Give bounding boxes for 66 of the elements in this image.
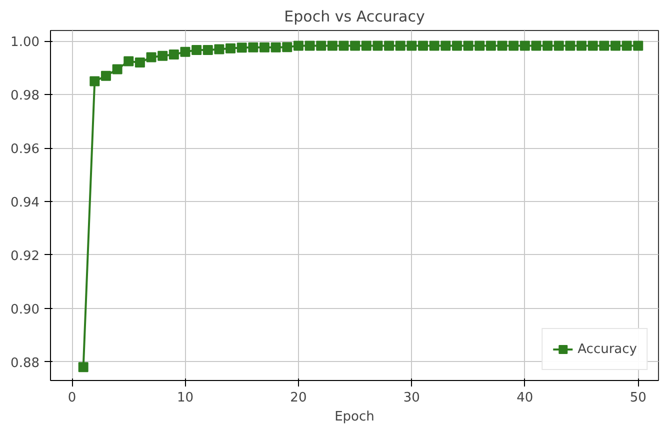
point bbox=[554, 40, 564, 51]
y-tick-label: 0.98 bbox=[10, 88, 40, 104]
x-tick-label: 50 bbox=[630, 390, 646, 406]
y-tick-label: 0.94 bbox=[10, 195, 40, 210]
chart-title: Epoch vs Accuracy bbox=[284, 8, 425, 26]
point bbox=[214, 44, 224, 54]
point bbox=[531, 40, 542, 51]
point bbox=[633, 40, 644, 51]
point bbox=[429, 40, 440, 51]
point bbox=[395, 40, 406, 51]
point bbox=[520, 40, 530, 51]
point bbox=[599, 40, 610, 51]
point bbox=[134, 58, 145, 68]
x-tick-label: 0 bbox=[68, 390, 76, 406]
point bbox=[282, 42, 292, 52]
x-tick-label: 10 bbox=[176, 390, 194, 406]
point bbox=[384, 40, 394, 51]
point bbox=[327, 40, 338, 51]
y-tick-label: 0.92 bbox=[10, 248, 40, 264]
point bbox=[588, 40, 598, 51]
point bbox=[146, 52, 156, 62]
point bbox=[248, 42, 258, 52]
point bbox=[361, 40, 372, 51]
point bbox=[236, 42, 247, 53]
point bbox=[124, 56, 134, 66]
point bbox=[158, 50, 168, 61]
y-tick-label: 0.88 bbox=[10, 356, 40, 371]
point bbox=[406, 40, 417, 51]
point bbox=[440, 40, 451, 51]
point bbox=[112, 64, 122, 74]
point bbox=[270, 42, 281, 52]
point bbox=[316, 40, 326, 51]
y-tick-label: 0.90 bbox=[10, 302, 40, 318]
y-tick-label: 0.96 bbox=[10, 142, 40, 158]
x-axis-title: Epoch bbox=[334, 410, 374, 424]
point bbox=[78, 362, 88, 372]
point bbox=[168, 50, 179, 60]
point bbox=[202, 45, 213, 56]
point bbox=[90, 76, 100, 86]
point bbox=[372, 40, 383, 51]
x-tick-label: 30 bbox=[403, 390, 420, 406]
point bbox=[418, 40, 428, 51]
point bbox=[304, 40, 315, 51]
point bbox=[293, 40, 304, 51]
point bbox=[474, 40, 485, 51]
point bbox=[100, 70, 111, 81]
point bbox=[497, 40, 508, 51]
point bbox=[338, 40, 349, 51]
point bbox=[259, 42, 270, 52]
point bbox=[565, 40, 576, 51]
point bbox=[463, 40, 474, 51]
point bbox=[226, 43, 236, 54]
point bbox=[542, 40, 553, 51]
x-tick-label: 40 bbox=[516, 390, 534, 406]
point bbox=[576, 40, 587, 51]
x-tick-label: 20 bbox=[290, 390, 307, 406]
y-tick-label: 1.00 bbox=[10, 35, 40, 50]
point bbox=[508, 40, 519, 51]
point bbox=[622, 40, 632, 51]
point bbox=[610, 40, 620, 51]
point bbox=[452, 40, 462, 51]
point bbox=[192, 45, 202, 56]
point bbox=[350, 40, 360, 51]
point bbox=[180, 46, 190, 57]
legend-label: Accuracy bbox=[578, 342, 637, 356]
point bbox=[486, 40, 496, 51]
